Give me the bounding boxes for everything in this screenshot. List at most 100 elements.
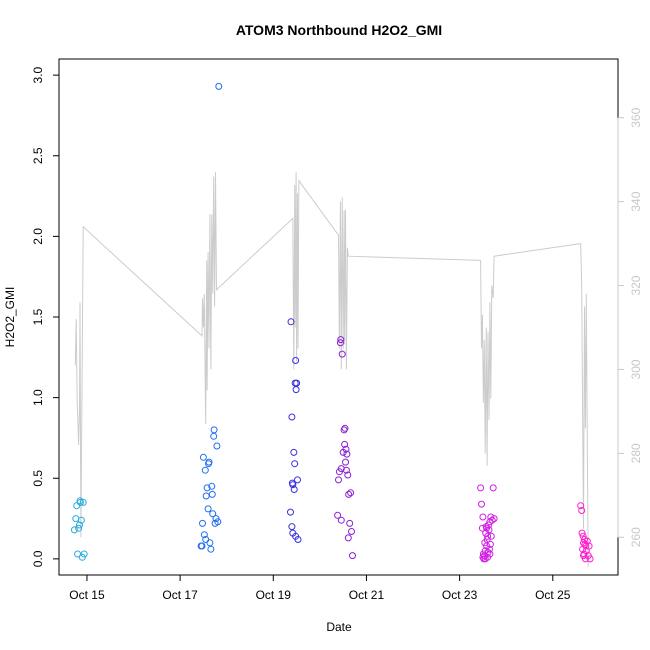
y-tick-label: 3.0 [31,66,45,83]
y-tick-label: 2.0 [31,228,45,245]
data-point [199,453,207,461]
x-axis: Oct 15 Oct 17 Oct 19 Oct 21 Oct 23 Oct 25 [69,574,571,602]
scatter-points [70,82,594,563]
data-point [486,540,494,548]
data-point [347,489,355,497]
y-tick-label: 1.5 [31,308,45,325]
data-point [342,466,350,474]
y2-tick-label: 320 [629,275,643,295]
data-point [208,482,216,490]
data-point [488,516,496,524]
data-point [75,524,83,532]
data-point [294,476,301,484]
data-point [343,450,351,458]
data-point [290,448,298,456]
data-point [214,518,222,526]
data-point [72,515,80,523]
x-tick-label: Oct 21 [349,588,385,602]
y2-tick-label: 360 [629,107,643,127]
data-point [338,350,346,358]
data-point [486,550,494,558]
data-point [580,552,587,560]
data-point [205,460,212,468]
data-point [481,555,489,563]
data-point [201,466,209,474]
data-point [579,532,587,540]
data-point [76,521,83,529]
data-point [487,532,495,540]
data-point [206,539,214,547]
data-point [202,492,210,500]
data-point [294,536,302,543]
data-point [336,339,344,347]
data-point [210,426,218,434]
data-point [348,528,355,535]
y-axis: 0.0 0.5 1.0 1.5 2.0 2.5 3.0 [31,66,60,567]
data-point [200,531,208,539]
x-tick-label: Oct 15 [69,588,105,602]
data-point [478,500,485,508]
data-point [287,508,294,516]
data-point [489,484,497,492]
data-point [290,486,298,493]
data-point [577,502,585,510]
y2-tick-label: 340 [629,191,643,211]
data-point [345,490,353,498]
data-point [477,484,485,492]
y-tick-label: 0.0 [31,550,45,567]
data-point [209,510,217,518]
y2-tick-label: 260 [629,527,643,547]
data-point [77,516,85,524]
data-point [341,440,349,448]
data-point [80,550,88,558]
data-point [335,476,342,484]
x-tick-label: Oct 23 [442,588,478,602]
data-point [578,529,586,537]
data-point [344,471,352,479]
data-point [344,534,352,542]
data-point [213,442,221,450]
data-point [204,505,212,513]
data-point [586,555,594,563]
data-point [208,490,216,498]
data-point [349,552,356,560]
data-point [215,82,223,90]
y-tick-label: 0.5 [31,470,45,487]
data-point [346,519,354,527]
data-point [288,523,296,531]
data-point [288,479,296,487]
secondary-line-series [74,172,589,567]
data-point [585,542,593,550]
data-point [582,542,590,550]
data-point [287,318,295,326]
data-point [581,540,589,548]
y-tick-label: 2.5 [31,147,45,164]
chart-title: ATOM3 Northbound H2O2_GMI [236,22,442,38]
secondary-series-line [74,172,589,567]
data-point [337,336,345,344]
data-point [293,379,301,387]
data-point [291,460,299,468]
data-point [478,524,486,532]
data-point [490,515,498,523]
data-point [479,513,487,521]
data-point [485,545,493,553]
data-point [484,548,492,556]
y2-tick-label: 300 [629,359,643,379]
data-point [342,458,349,466]
data-point [292,386,300,394]
data-point [337,516,345,524]
data-point [76,497,84,505]
data-point [198,542,206,550]
data-point [487,513,495,521]
data-point [74,550,82,558]
data-point [203,484,211,492]
data-point [207,545,215,553]
data-point [199,519,206,527]
y2-axis: 260 280 300 320 340 360 [617,107,643,547]
data-point [292,357,300,364]
y-axis-label: H2O2_GMI [3,287,17,348]
data-point [342,445,350,453]
data-point [202,536,210,543]
